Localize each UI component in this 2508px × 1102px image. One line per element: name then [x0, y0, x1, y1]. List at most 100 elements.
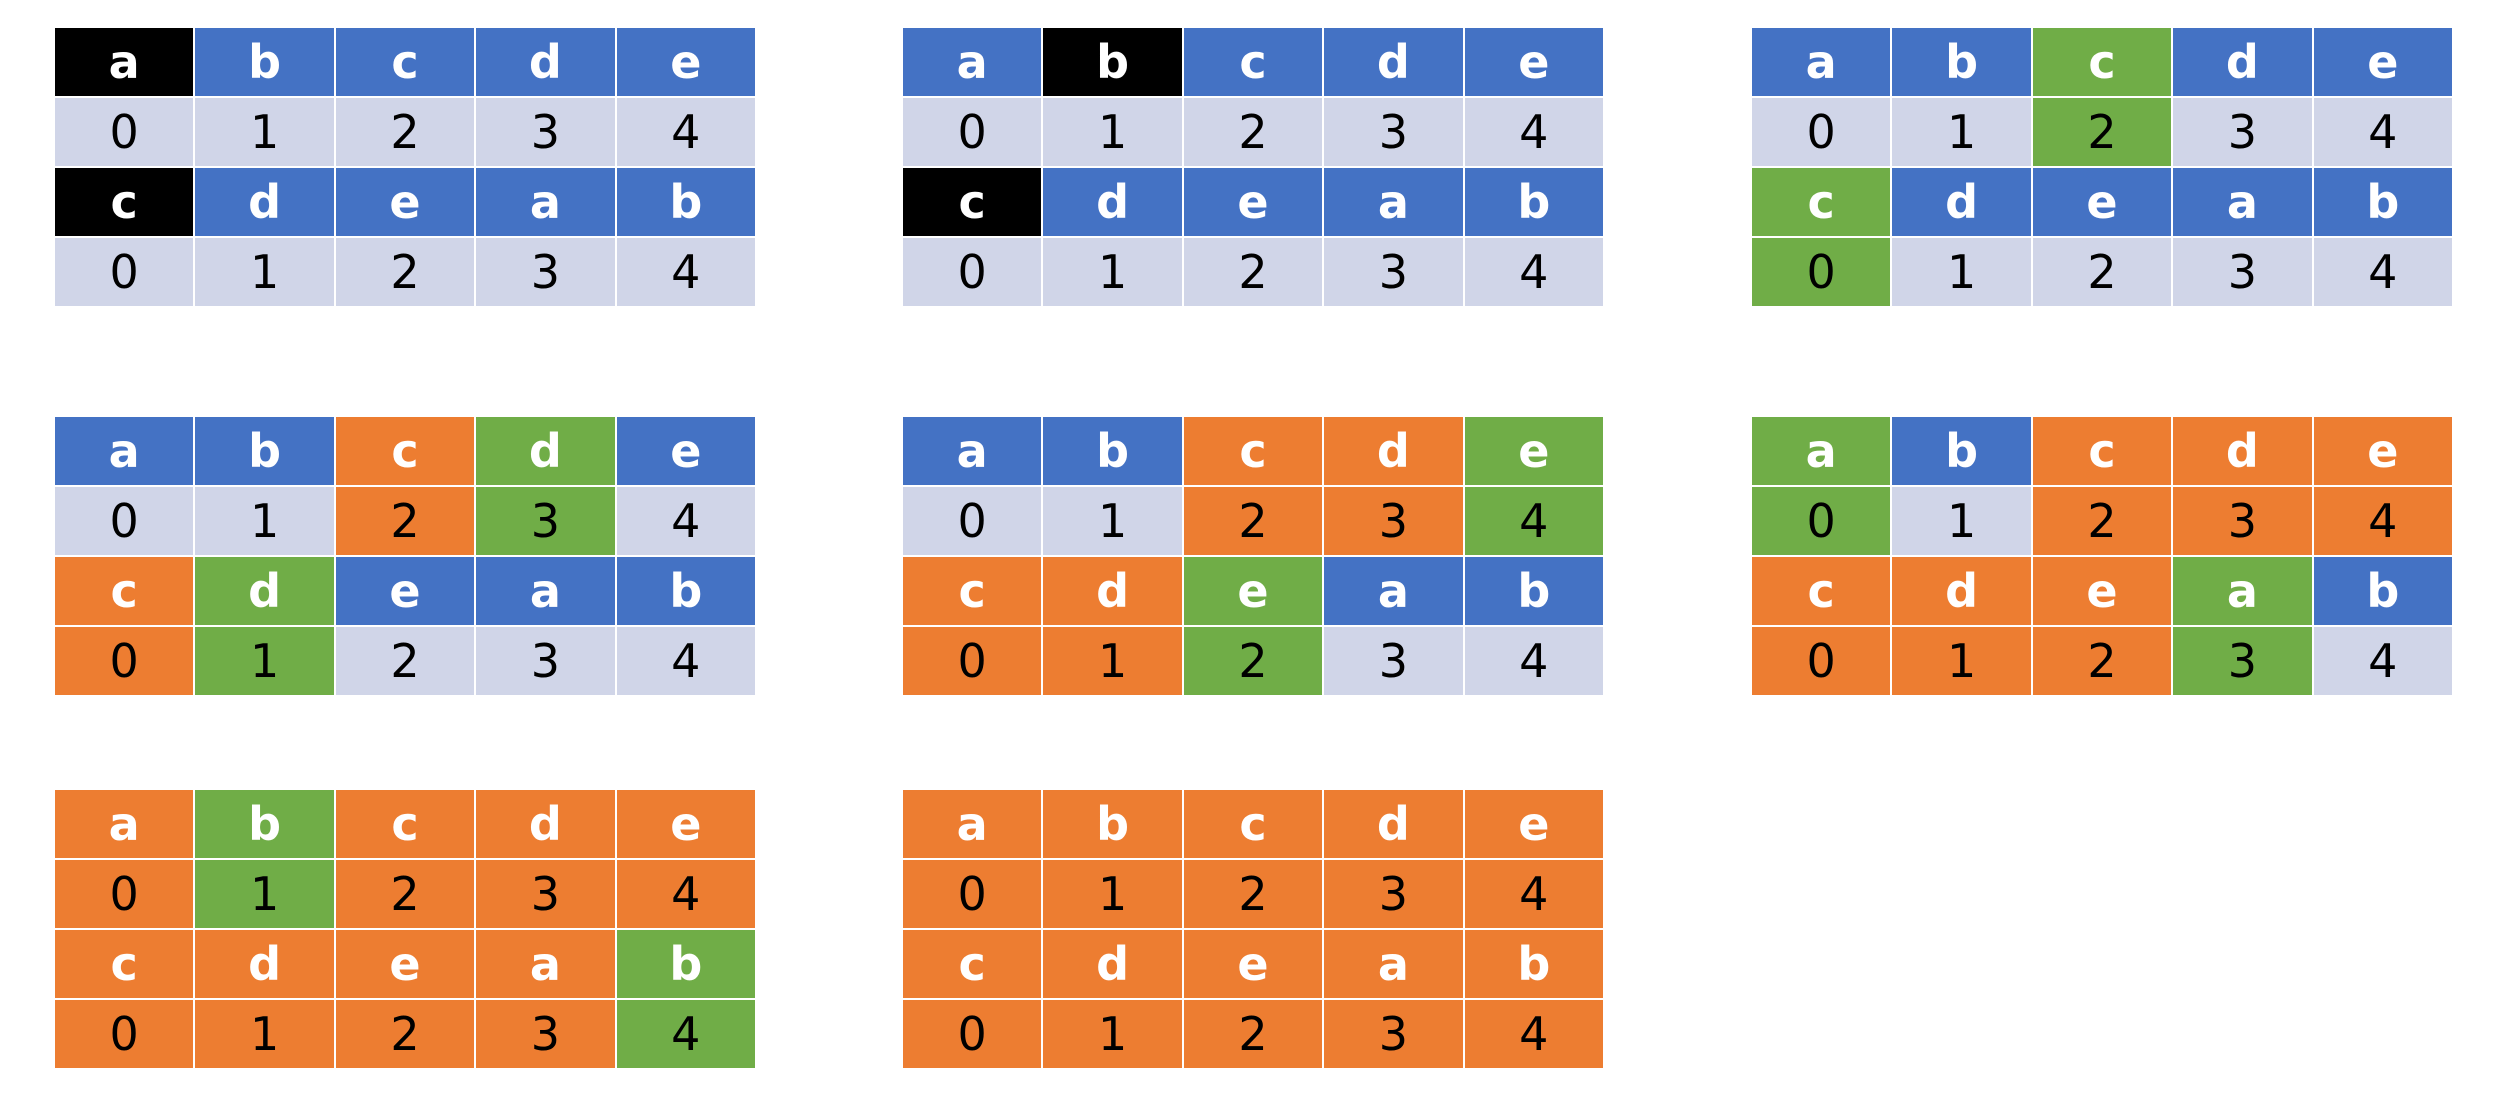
- letter-cell: b: [1043, 28, 1182, 96]
- letter-cell: a: [1324, 557, 1463, 625]
- letter-cell: d: [1892, 168, 2031, 236]
- index-cell: 3: [2173, 238, 2312, 306]
- letter-cell: d: [476, 790, 615, 858]
- index-cell: 3: [476, 98, 615, 166]
- index-cell: 3: [476, 1000, 615, 1068]
- letter-cell: b: [1464, 557, 1603, 625]
- letter-cell: d: [195, 557, 334, 625]
- letter-cell: d: [1324, 417, 1463, 485]
- index-cell: 1: [1043, 98, 1182, 166]
- letter-cell: e: [616, 28, 755, 96]
- letter-cell: c: [2032, 28, 2172, 96]
- letter-cell: e: [2032, 557, 2172, 625]
- letter-cell: e: [2032, 168, 2172, 236]
- letter-cell: c: [55, 557, 194, 625]
- letter-cell: b: [195, 790, 334, 858]
- index-cell: 1: [195, 98, 334, 166]
- letter-cell: c: [55, 168, 194, 236]
- index-cell: 0: [55, 1000, 194, 1068]
- letter-cell: b: [1892, 28, 2031, 96]
- index-cell: 2: [1183, 1000, 1323, 1068]
- letter-cell: c: [335, 790, 475, 858]
- letter-cell: d: [476, 28, 615, 96]
- letter-cell: a: [2173, 557, 2312, 625]
- letter-cell: a: [55, 417, 194, 485]
- index-cell: 4: [1464, 627, 1603, 695]
- letter-cell: d: [1324, 28, 1463, 96]
- letter-cell: a: [476, 930, 615, 998]
- index-cell: 3: [2173, 98, 2312, 166]
- index-cell: 0: [903, 98, 1042, 166]
- letter-cell: a: [1752, 417, 1891, 485]
- letter-cell: a: [1752, 28, 1891, 96]
- letter-cell: b: [2313, 168, 2452, 236]
- letter-cell: c: [1752, 168, 1891, 236]
- index-cell: 2: [335, 487, 475, 555]
- letter-cell: e: [2313, 417, 2452, 485]
- index-cell: 1: [1043, 487, 1182, 555]
- letter-cell: d: [195, 168, 334, 236]
- index-cell: 4: [1464, 238, 1603, 306]
- index-cell: 4: [616, 98, 755, 166]
- letter-cell: d: [1043, 168, 1182, 236]
- index-cell: 3: [476, 860, 615, 928]
- letter-cell: a: [476, 557, 615, 625]
- letter-cell: e: [616, 417, 755, 485]
- letter-cell: e: [1464, 790, 1603, 858]
- letter-cell: d: [476, 417, 615, 485]
- index-cell: 4: [1464, 98, 1603, 166]
- letter-cell: b: [616, 168, 755, 236]
- letter-cell: e: [1183, 168, 1323, 236]
- letter-cell: d: [195, 930, 334, 998]
- index-cell: 2: [2032, 487, 2172, 555]
- letter-cell: d: [2173, 28, 2312, 96]
- index-cell: 0: [55, 487, 194, 555]
- letter-cell: b: [195, 417, 334, 485]
- letter-cell: b: [616, 930, 755, 998]
- letter-cell: e: [616, 790, 755, 858]
- letter-cell: a: [903, 790, 1042, 858]
- index-cell: 1: [195, 860, 334, 928]
- index-cell: 1: [195, 627, 334, 695]
- letter-cell: a: [476, 168, 615, 236]
- index-cell: 2: [1183, 627, 1323, 695]
- index-cell: 4: [616, 487, 755, 555]
- index-cell: 0: [1752, 627, 1891, 695]
- index-cell: 1: [195, 238, 334, 306]
- index-cell: 4: [2313, 487, 2452, 555]
- index-cell: 2: [335, 627, 475, 695]
- letter-cell: c: [1183, 28, 1323, 96]
- letter-cell: b: [195, 28, 334, 96]
- letter-cell: b: [2313, 557, 2452, 625]
- index-cell: 3: [476, 238, 615, 306]
- index-cell: 3: [2173, 627, 2312, 695]
- index-cell: 3: [1324, 98, 1463, 166]
- index-cell: 2: [1183, 238, 1323, 306]
- letter-cell: a: [903, 28, 1042, 96]
- index-cell: 1: [1043, 860, 1182, 928]
- letter-cell: e: [335, 930, 475, 998]
- index-cell: 3: [1324, 238, 1463, 306]
- index-cell: 0: [903, 238, 1042, 306]
- letter-cell: c: [1752, 557, 1891, 625]
- letter-cell: a: [55, 28, 194, 96]
- index-cell: 0: [55, 238, 194, 306]
- index-cell: 4: [616, 1000, 755, 1068]
- letter-cell: c: [2032, 417, 2172, 485]
- letter-cell: b: [1464, 168, 1603, 236]
- letter-cell: c: [903, 557, 1042, 625]
- index-cell: 0: [1752, 98, 1891, 166]
- index-cell: 4: [1464, 860, 1603, 928]
- index-cell: 1: [1892, 627, 2031, 695]
- letter-cell: b: [1043, 790, 1182, 858]
- letter-cell: e: [1464, 417, 1603, 485]
- index-cell: 3: [476, 487, 615, 555]
- letter-cell: a: [903, 417, 1042, 485]
- index-cell: 0: [55, 98, 194, 166]
- index-cell: 1: [1043, 627, 1182, 695]
- index-cell: 0: [55, 860, 194, 928]
